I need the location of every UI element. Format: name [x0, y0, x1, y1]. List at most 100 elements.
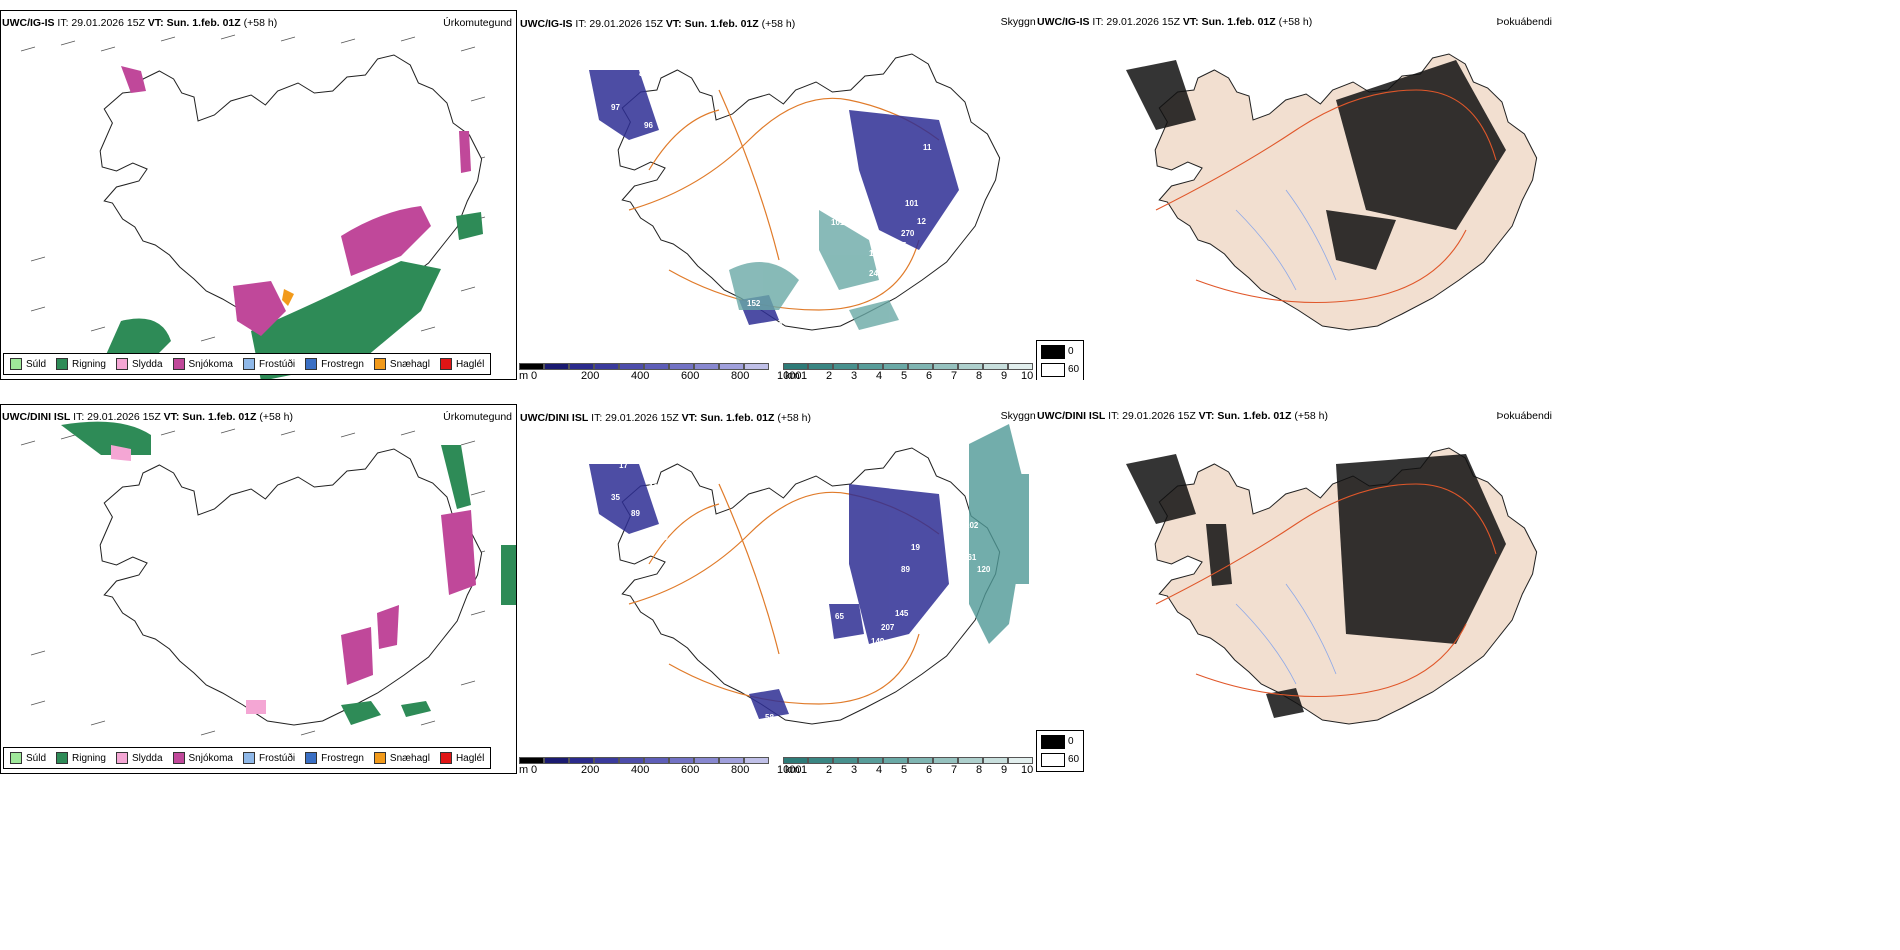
cloud-label: 43: [959, 163, 968, 172]
visibility-tick: 10: [1021, 764, 1034, 774]
visibility-tick: 4: [876, 370, 883, 380]
panel-title: Þokuábendi: [1496, 410, 1552, 422]
cloud-label: 101: [905, 199, 919, 208]
precip-map: [20, 421, 516, 736]
colorbar-block: [883, 363, 908, 370]
visibility-tick: 6: [926, 764, 933, 774]
panel-header: UWC/IG-IS IT: 29.01.2026 15Z VT: Sun. 1.…: [1037, 16, 1313, 28]
ceiling-tick: 200: [581, 764, 600, 774]
cloud-label: 97: [611, 103, 620, 112]
visibility-tick: 2: [826, 370, 833, 380]
ceiling-tick: 800: [731, 370, 750, 380]
colorbar-block: [833, 363, 858, 370]
visibility-colorbar: [783, 750, 1033, 764]
roads: [1155, 89, 1497, 304]
cloud-label: 145: [895, 609, 909, 618]
legend-swatch: [305, 358, 318, 370]
legend-item: Haglél: [439, 358, 484, 370]
ceiling-tick: 400: [631, 764, 650, 774]
cloud-label: 101: [831, 218, 845, 227]
colorbar-block: [1008, 363, 1033, 370]
rain-area: [61, 421, 516, 725]
colorbar-block: [594, 757, 619, 764]
ceiling-tick: 0: [531, 370, 538, 380]
colorbar-block: [858, 757, 883, 764]
colorbar-block: [544, 757, 569, 764]
ceiling-colorbar: [519, 750, 769, 764]
colorbar-block: [694, 363, 719, 370]
visibility-tick: 1: [801, 370, 808, 380]
legend-swatch: [439, 752, 452, 764]
cloud-label: 152: [747, 299, 761, 308]
legend-item: Snæhagl: [373, 358, 430, 370]
colorbar-block: [808, 363, 833, 370]
colorbar-block: [933, 363, 958, 370]
colorbar-block: [644, 757, 669, 764]
visibility-tick: 3: [851, 370, 858, 380]
cloud-label: 35: [611, 493, 620, 502]
legend-swatch: [242, 358, 255, 370]
legend-swatch: [172, 752, 185, 764]
cloud-label: 98: [655, 97, 664, 106]
cloud-label: 17: [619, 461, 628, 470]
cloud-label: 149: [871, 637, 885, 646]
colorbar-block: [833, 757, 858, 764]
colorbar-block: [519, 363, 544, 370]
panel-header: UWC/IG-IS IT: 29.01.2026 15Z VT: Sun. 1.…: [520, 18, 796, 30]
fog-map: [1126, 53, 1538, 331]
fog-legend-swatch: [1041, 363, 1065, 377]
legend-swatch: [305, 752, 318, 764]
cloud-label: 12: [917, 217, 926, 226]
panel-title: Úrkomutegund: [443, 411, 512, 423]
colorbar-block: [808, 757, 833, 764]
colorbar-block: [569, 757, 594, 764]
cloud-label: 51: [885, 53, 894, 62]
cloud-label: 86: [849, 663, 858, 672]
cloud-label: 102: [965, 521, 979, 530]
fog-legend-swatch: [1041, 345, 1065, 359]
fog-panel-top: UWC/IG-IS IT: 29.01.2026 15Z VT: Sun. 1.…: [1036, 10, 1556, 380]
cloud-label: 58: [765, 713, 774, 722]
rivers: [1235, 583, 1337, 685]
cloud-label: 142: [869, 249, 883, 258]
cloud-label: 261: [887, 257, 901, 266]
cloud-label: 11: [923, 143, 932, 152]
legend-swatch: [56, 358, 69, 370]
cloud-label: 89: [631, 509, 640, 518]
panel-header: UWC/DINI ISL IT: 29.01.2026 15Z VT: Sun.…: [2, 411, 293, 423]
colorbar-block: [669, 363, 694, 370]
cloud-label: 120: [977, 565, 991, 574]
legend-swatch: [242, 752, 255, 764]
ceiling-areas: [589, 464, 949, 719]
visibility-tick: 5: [901, 764, 908, 774]
fog-legend-swatch: [1041, 735, 1065, 749]
cloud-label: 270: [901, 229, 915, 238]
precip-map: [20, 34, 486, 379]
ceiling-tick: 600: [681, 370, 700, 380]
cloud-label: 207: [881, 623, 895, 632]
ceiling-tick: 600: [681, 764, 700, 774]
ceiling-unit: m: [519, 370, 529, 380]
panel-title: Úrkomutegund: [443, 17, 512, 29]
visibility-tick: 9: [1001, 370, 1008, 380]
legend-item: Frostúði: [242, 752, 295, 764]
cloud-map: 17 126 35 89 29 102 19 89 145 207 149 10…: [589, 424, 1029, 725]
colorbar-block: [744, 363, 769, 370]
colorbar-block: [619, 757, 644, 764]
legend-swatch: [172, 358, 185, 370]
visibility-tick: 1: [801, 764, 808, 774]
visibility-tick: 7: [951, 764, 958, 774]
colorbar-block: [669, 757, 694, 764]
ceiling-labels: 17 126 35 89 29 102 19 89 145 207 149 10…: [611, 461, 991, 722]
cloud-label: 89: [901, 565, 910, 574]
cloud-label: 112: [669, 113, 682, 122]
legend-item: Súld: [10, 752, 46, 764]
legend-item: Slydda: [115, 358, 163, 370]
sleet-area: [111, 445, 266, 714]
cloud-label: 105: [893, 241, 907, 250]
colorbar-block: [544, 363, 569, 370]
legend-swatch: [439, 358, 452, 370]
visibility-areas: [969, 424, 1029, 644]
cloud-map: 83 97 98 112 96 94 51 101 270 105 142 26…: [589, 53, 1001, 331]
cloud-label: 126: [649, 483, 663, 492]
